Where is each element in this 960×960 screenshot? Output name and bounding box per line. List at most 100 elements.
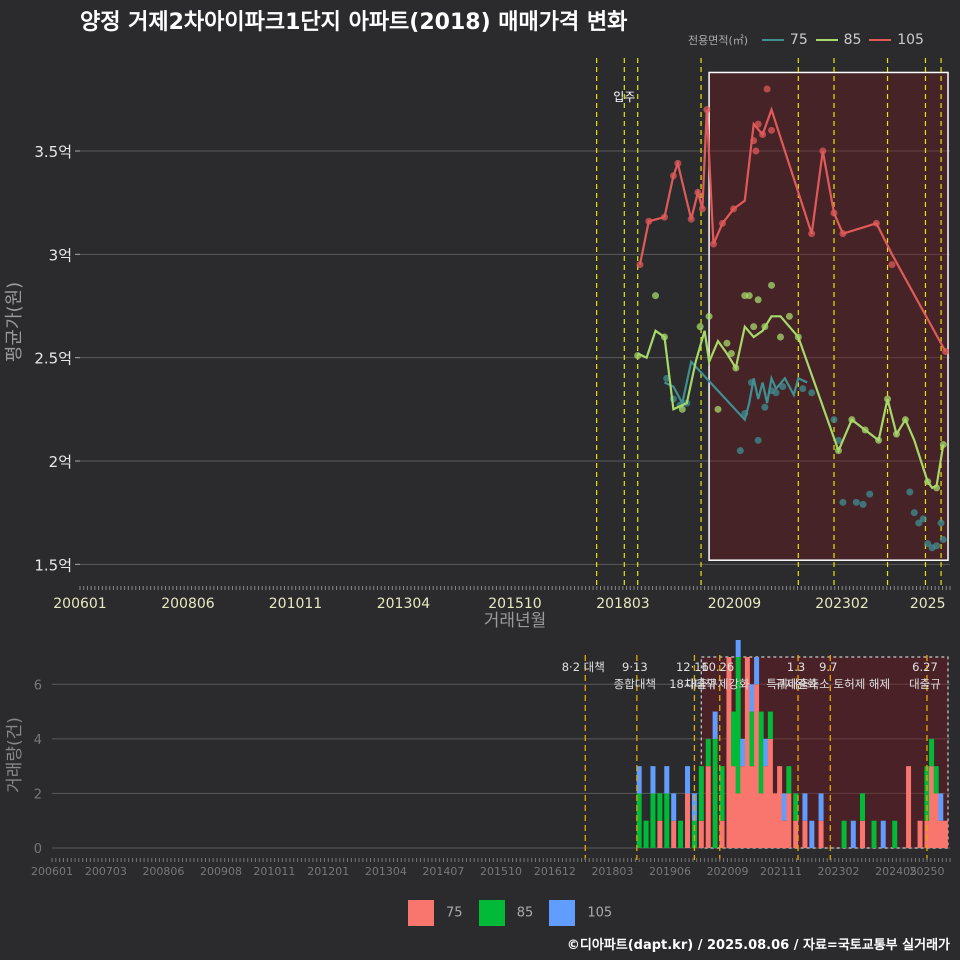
volume-bar-85	[735, 657, 741, 794]
volume-bar-75	[685, 793, 691, 848]
legend-top: 전용면적(㎡) 75 85 105	[688, 32, 924, 48]
data-point-85	[652, 292, 660, 300]
volume-bar-85	[643, 820, 649, 848]
data-point-75	[779, 383, 787, 391]
event-label: 1.3	[787, 660, 805, 674]
volume-bar-85	[657, 793, 663, 821]
data-point-75	[834, 436, 842, 444]
volume-bar-85	[698, 766, 704, 821]
y-tick-label: 3.5억	[34, 143, 72, 161]
y-axis-label: 거래량(건)	[5, 717, 25, 793]
volume-bar-85	[691, 820, 697, 848]
volume-bar-105	[781, 793, 787, 821]
data-point-75	[915, 519, 923, 527]
volume-bar-75	[860, 820, 866, 848]
x-tick-label: 202111	[760, 865, 802, 878]
y-tick-label: 4	[34, 733, 42, 748]
x-tick-label: 200703	[85, 865, 127, 878]
legend-item-85: 85	[815, 32, 862, 48]
x-tick-label: 202009	[707, 865, 749, 878]
annotation-label: 입주	[613, 90, 635, 104]
event-label: 대출규	[909, 677, 941, 691]
event-label: 8·2 대책	[562, 660, 605, 674]
data-point-75	[924, 540, 932, 548]
event-label: 대출규제강화	[686, 677, 750, 691]
legend-bottom-swatch-85	[478, 900, 505, 926]
volume-bar-75	[772, 793, 778, 848]
x-tick-label: 201510	[488, 596, 541, 612]
y-axis-label: 평균가(원)	[4, 282, 25, 362]
data-point-75	[910, 509, 918, 517]
legend-swatch-105	[869, 39, 892, 41]
data-point-75	[866, 490, 874, 498]
volume-bar-105	[664, 766, 670, 794]
event-label: 10.26	[701, 660, 734, 674]
data-point-85	[750, 323, 758, 331]
legend-bottom-item-85: 85	[478, 900, 533, 926]
volume-bar-75	[781, 820, 787, 848]
y-tick-label: 2.5억	[34, 350, 72, 368]
data-point-75	[852, 498, 860, 506]
y-tick-label: 2억	[49, 453, 72, 471]
volume-bar-75	[786, 793, 792, 848]
data-point-75	[830, 416, 838, 424]
legend-swatch-85	[815, 39, 838, 41]
event-label: 6.27	[912, 660, 938, 674]
data-point-85	[723, 339, 731, 347]
event-label: 9·13	[622, 660, 648, 674]
volume-bar-85	[933, 766, 939, 794]
volume-bar-85	[892, 820, 898, 848]
volume-bar-105	[671, 793, 677, 821]
x-tick-label: 201407	[422, 865, 464, 878]
volume-bar-85	[929, 738, 935, 767]
volume-bar-75	[731, 766, 737, 848]
x-tick-label: 201510	[480, 865, 522, 878]
volume-bar-75	[754, 684, 760, 848]
legend-bottom-swatch-105	[549, 900, 576, 926]
data-point-75	[799, 385, 807, 393]
x-tick-label: 201906	[649, 865, 691, 878]
x-tick-label: 200601	[53, 596, 106, 612]
volume-bar-105	[818, 793, 824, 821]
volume-bar-75	[917, 820, 923, 848]
volume-bar-85	[705, 738, 711, 767]
volume-bar-75	[929, 766, 935, 848]
legend-item-85-label: 85	[843, 32, 862, 48]
data-point-75	[919, 515, 927, 523]
legend-bottom-item-105: 105	[549, 900, 612, 926]
data-point-85	[785, 312, 793, 320]
chart-title: 양정 거제2차아이파크1단지 아파트(2018) 매매가격 변화	[80, 10, 628, 35]
legend-item-105: 105	[869, 32, 924, 48]
volume-bar-85	[636, 793, 642, 848]
data-point-85	[678, 405, 686, 413]
footer-credit: ©디아파트(dapt.kr) / 2025.08.06 / 자료=국토교통부 실…	[566, 938, 950, 953]
volume-bar-75	[906, 766, 912, 848]
y-tick-label: 0	[34, 842, 42, 857]
data-point-85	[776, 333, 784, 341]
series-line-85	[637, 315, 945, 490]
series-line-105	[638, 106, 947, 353]
data-point-85	[696, 323, 704, 331]
volume-bar-85	[678, 820, 684, 848]
volume-bar-75	[933, 793, 939, 848]
data-point-85	[745, 292, 753, 300]
volume-bar-75	[744, 657, 750, 848]
x-tick-label: 201304	[377, 596, 431, 612]
volume-bar-105	[809, 820, 815, 848]
legend-bottom: 75 85 105	[408, 900, 624, 926]
data-point-105	[763, 85, 771, 93]
legend-bottom-label-105: 105	[587, 905, 613, 921]
volume-bar-75	[938, 820, 944, 848]
volume-bar-85	[758, 711, 764, 794]
x-tick-label: 201011	[253, 865, 295, 878]
volume-bar-85	[749, 711, 755, 767]
volume-bar-85	[786, 766, 792, 794]
volume-bar-85	[719, 766, 725, 821]
volume-bar-75	[698, 820, 704, 848]
volume-bar-105	[763, 738, 769, 767]
data-point-75	[808, 389, 816, 397]
volume-bar-75	[735, 793, 741, 848]
x-tick-label: 20250	[909, 865, 944, 878]
data-point-85	[939, 440, 947, 448]
volume-bar-75	[705, 766, 711, 848]
